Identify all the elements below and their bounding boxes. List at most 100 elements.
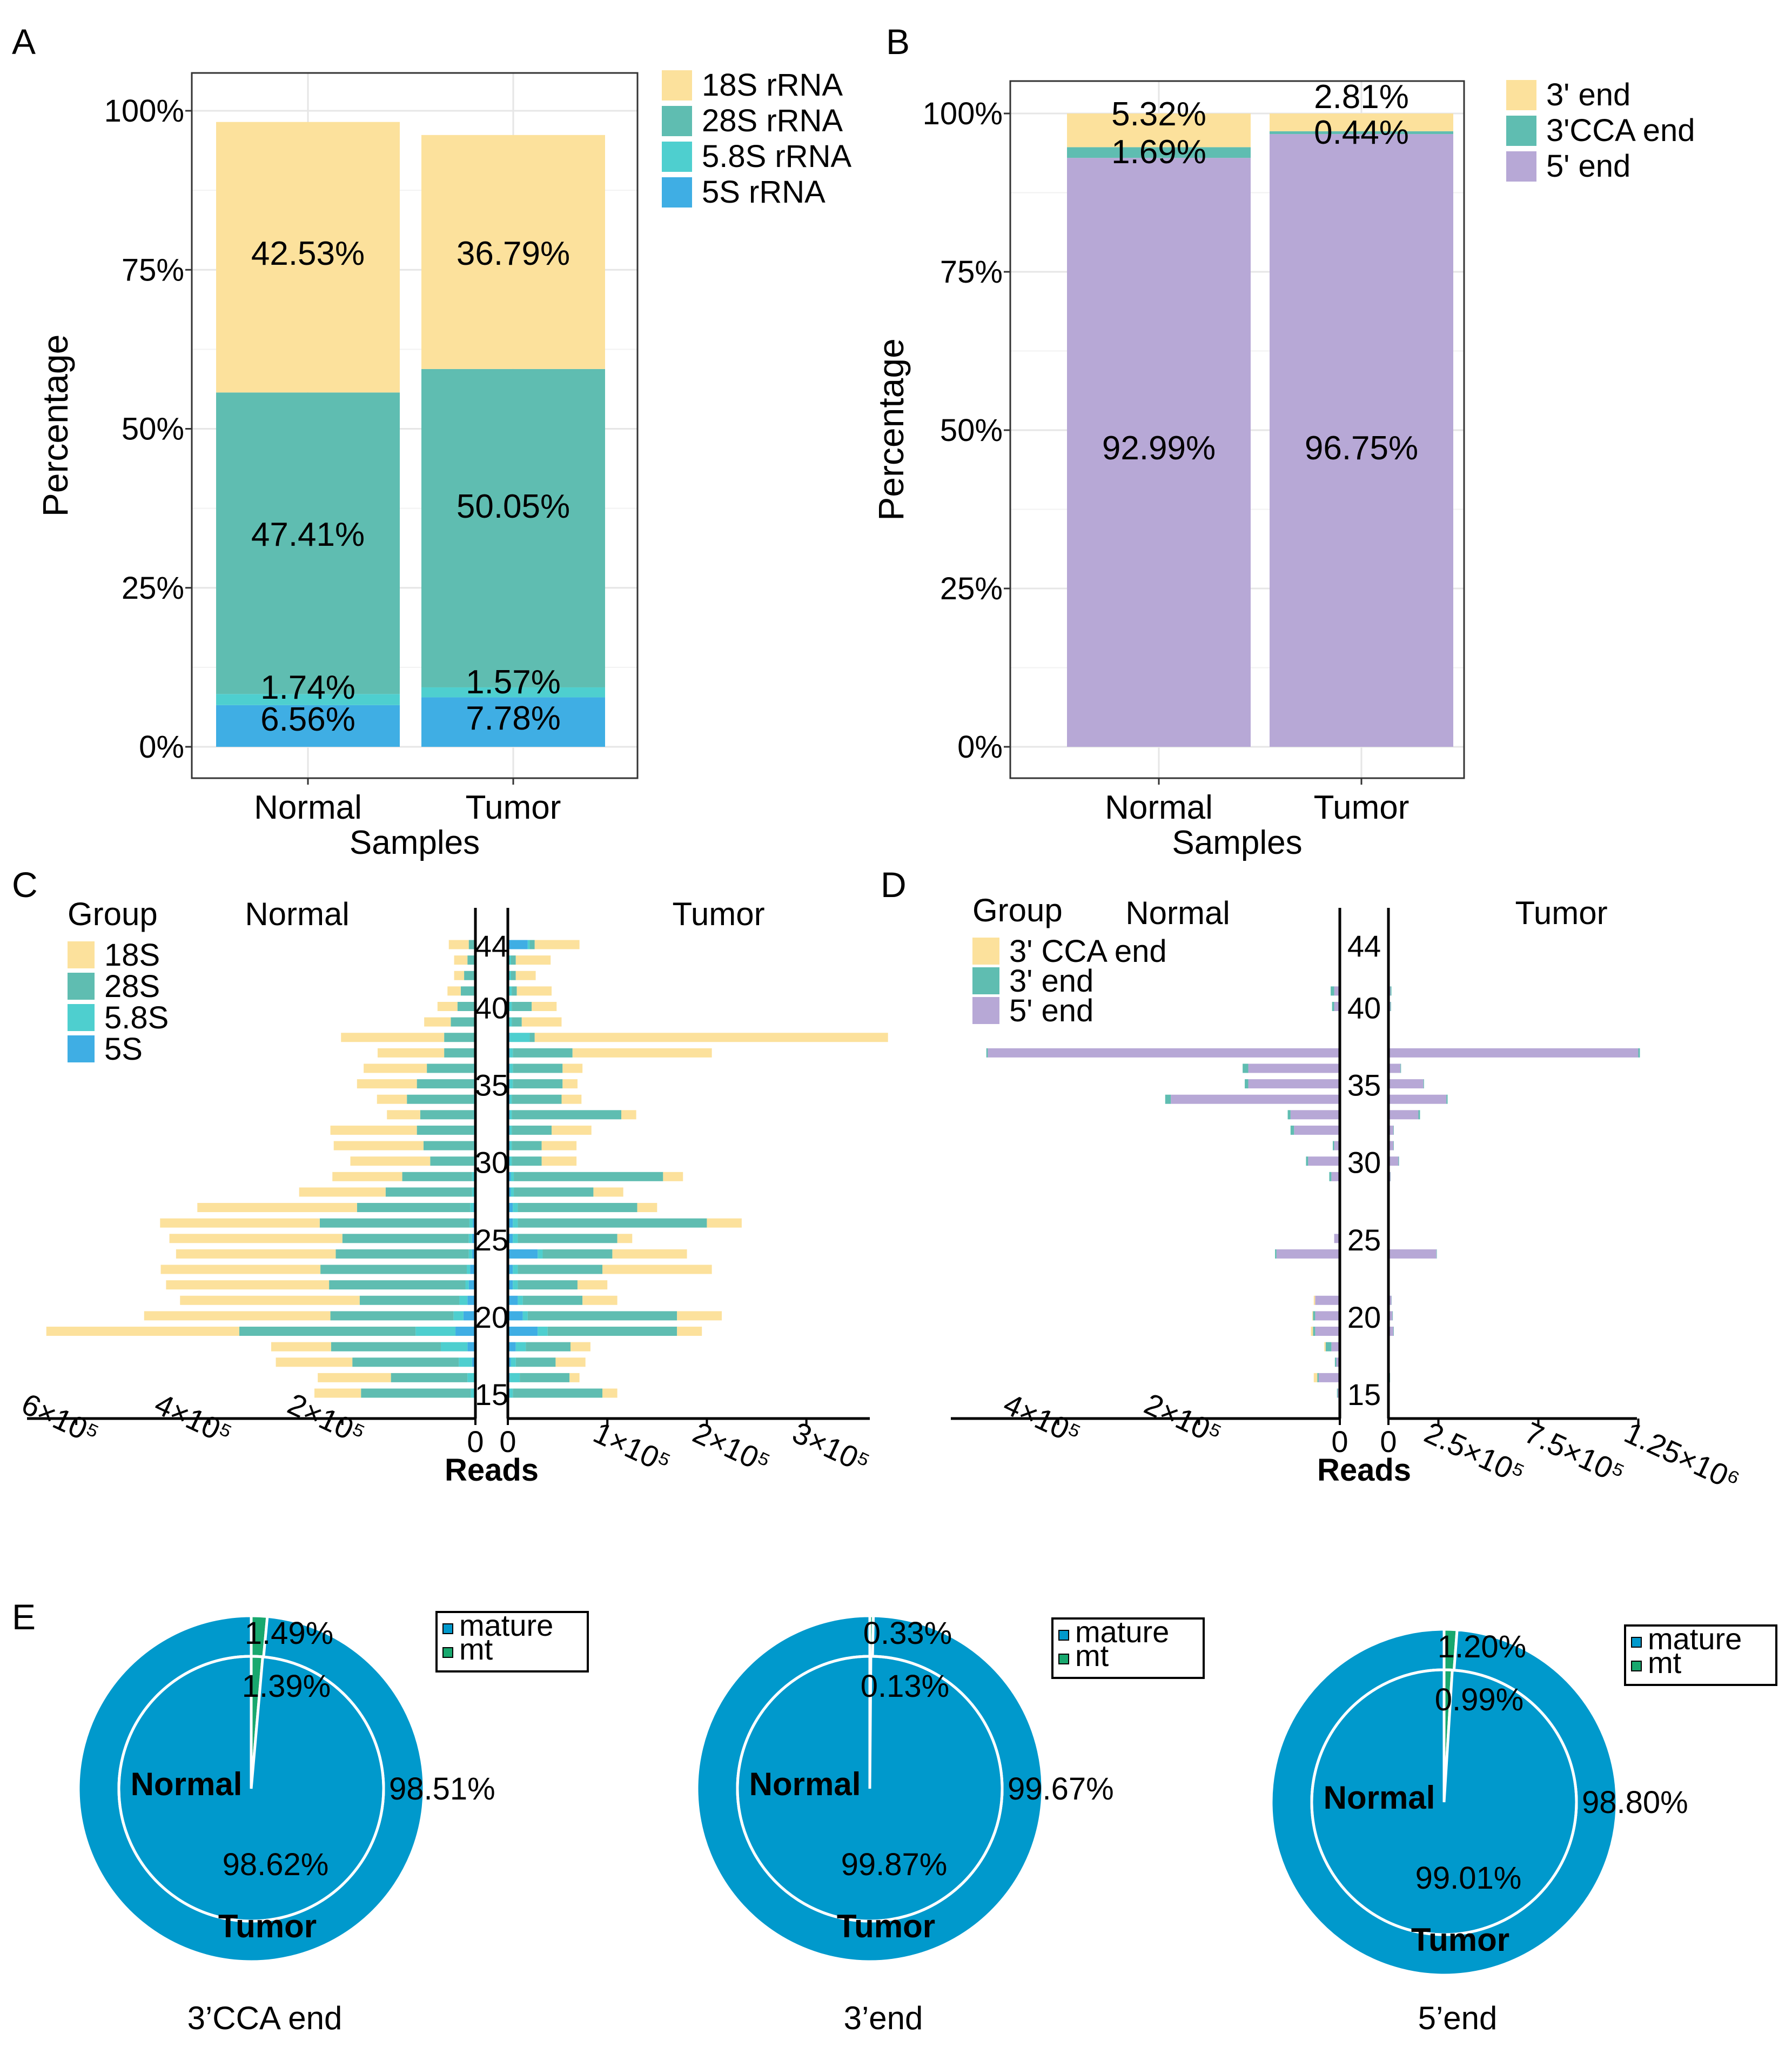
right-bar-segment: [569, 1373, 580, 1382]
length-tick-label: 30: [475, 1146, 508, 1180]
left-bar-segment: [1332, 1141, 1334, 1150]
left-bar-segment: [470, 1203, 474, 1213]
right-bar-segment: [518, 1295, 523, 1305]
data-label: 1.57%: [466, 664, 561, 701]
right-bar-segment: [513, 1218, 518, 1228]
bar-segment: [216, 694, 400, 705]
right-bar-segment: [508, 1327, 538, 1336]
left-bar-segment: [470, 1265, 475, 1274]
left-bar-segment: [1308, 1156, 1340, 1166]
left-bar-segment: [1313, 1327, 1316, 1336]
legend-swatch: [1631, 1661, 1642, 1671]
panel-label: C: [12, 865, 38, 905]
x-tick-label: Normal: [1105, 789, 1213, 826]
legend-swatch: [68, 1004, 95, 1031]
y-tick-label: 50%: [940, 413, 1003, 448]
x-tick-label: Normal: [254, 789, 362, 826]
right-bar-segment: [1388, 1079, 1424, 1089]
left-bar-segment: [1332, 1001, 1334, 1011]
left-bar-segment: [377, 1048, 445, 1058]
left-bar-segment: [166, 1280, 330, 1290]
legend-swatch: [662, 70, 692, 101]
panel-e-pie-chart-5-end: 1.20% 0.99% 98.80% 99.01% Normal Tumor maturem…: [1270, 1622, 1777, 2036]
right-bar-segment: [1388, 1327, 1394, 1336]
left-bar-segment: [387, 1110, 420, 1120]
left-bar-segment: [1336, 1357, 1340, 1367]
pie-label-outer-mature: 98.80%: [1582, 1785, 1688, 1820]
right-bar-segment: [512, 1017, 522, 1027]
data-label: 7.78%: [466, 700, 561, 737]
left-bar-segment: [417, 1125, 474, 1135]
left-bar-segment: [1313, 1373, 1318, 1382]
right-bar-segment: [518, 1265, 602, 1274]
left-bar-segment: [1331, 1172, 1340, 1181]
left-bar-segment: [299, 1187, 386, 1197]
ring-divider: [736, 1655, 1004, 1923]
left-bar-segment: [463, 1311, 475, 1321]
left-bar-segment: [415, 1327, 456, 1336]
left-bar-segment: [377, 1094, 407, 1104]
y-axis-title: Percentage: [35, 335, 75, 517]
pie-caption: 5’end: [1418, 2000, 1498, 2036]
right-bar-segment: [513, 1265, 518, 1274]
right-bar-segment: [511, 1172, 514, 1181]
right-bar-segment: [1388, 1311, 1393, 1321]
left-bar-segment: [1294, 1125, 1340, 1135]
data-label: 5.32%: [1111, 96, 1206, 133]
right-bar-segment: [555, 1357, 586, 1367]
facet-title-left: Normal: [245, 896, 349, 932]
right-bar-segment: [602, 1388, 618, 1398]
right-bar-segment: [529, 940, 535, 949]
left-bar-segment: [453, 1311, 464, 1321]
left-bar-segment: [361, 1388, 471, 1398]
left-bar-segment: [1165, 1094, 1171, 1104]
right-bar-segment: [1388, 1295, 1392, 1305]
right-bar-segment: [561, 1094, 582, 1104]
x-tick-label: 0: [499, 1424, 516, 1459]
legend-swatch: [68, 941, 95, 968]
panel-label: D: [881, 865, 907, 905]
right-bar-segment: [508, 971, 511, 980]
right-bar-segment: [515, 1357, 556, 1367]
right-bar-segment: [509, 1388, 513, 1398]
left-bar-segment: [318, 1373, 391, 1382]
right-bar-segment: [508, 1017, 512, 1027]
length-tick-label: 15: [475, 1377, 508, 1412]
right-bar-segment: [1400, 1063, 1401, 1073]
left-bar-segment: [424, 1017, 451, 1027]
legend-box: [1624, 1624, 1777, 1686]
right-bar-segment: [508, 1218, 513, 1228]
legend-label: 3' CCA end: [1009, 934, 1167, 969]
facet-title-right: Tumor: [1515, 895, 1607, 931]
right-bar-segment: [509, 1048, 513, 1058]
right-bar-segment: [509, 1110, 512, 1120]
x-tick-label: Tumor: [466, 789, 561, 826]
legend-swatch: [68, 973, 95, 1000]
left-bar-segment: [1324, 1342, 1326, 1352]
left-bar-segment: [330, 1311, 454, 1321]
right-bar-segment: [513, 1048, 573, 1058]
left-bar-segment: [457, 1001, 474, 1011]
right-bar-segment: [677, 1327, 702, 1336]
left-bar-segment: [359, 1295, 460, 1305]
panel-label: E: [12, 1597, 36, 1637]
right-bar-segment: [663, 1172, 683, 1181]
bar-segment: [421, 135, 605, 369]
right-bar-segment: [621, 1110, 636, 1120]
left-bar-segment: [1243, 1063, 1249, 1073]
right-bar-segment: [508, 1234, 513, 1243]
right-bar-segment: [509, 1373, 520, 1382]
left-bar-segment: [364, 1063, 427, 1073]
panel-e-pie-chart-3-end: 0.33% 0.13% 99.67% 99.87% Normal Tumor maturem…: [695, 1614, 1205, 2036]
right-bar-segment: [515, 1342, 526, 1352]
data-label: 47.41%: [251, 516, 365, 553]
pie-label-inner-mt: 0.99%: [1435, 1682, 1523, 1717]
left-bar-segment: [357, 1079, 417, 1089]
bar-segment: [1067, 158, 1251, 747]
x-tick-label: 3×10⁵: [788, 1415, 875, 1480]
right-bar-segment: [508, 1172, 511, 1181]
right-bar-segment: [509, 1125, 512, 1135]
right-bar-segment: [522, 1295, 583, 1305]
right-bar-segment: [512, 1001, 532, 1011]
data-label: 0.44%: [1314, 114, 1409, 151]
